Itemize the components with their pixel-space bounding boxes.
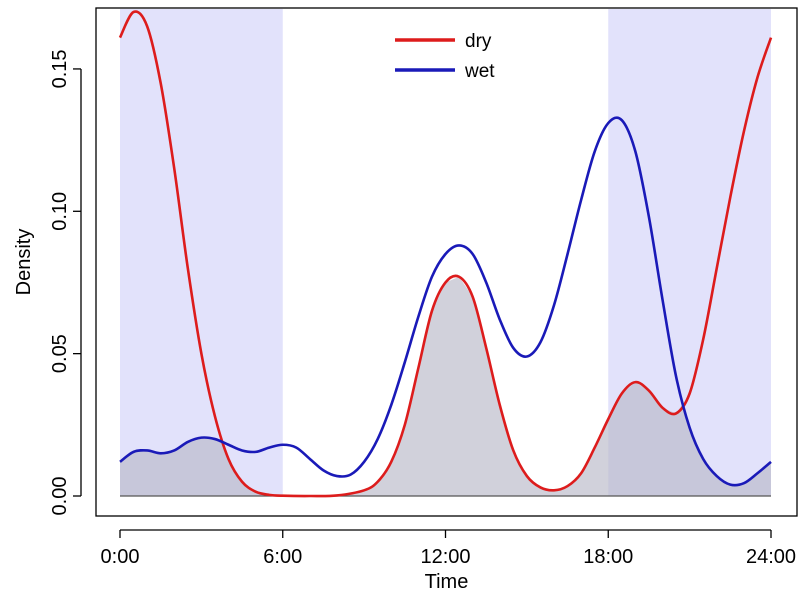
overlap-area: [120, 276, 771, 496]
y-tick-label: 0.10: [49, 192, 71, 231]
y-axis: 0.00 0.05 0.10 0.15: [49, 49, 82, 516]
shaded-regions: [120, 9, 771, 496]
x-tick-label: 6:00: [263, 546, 302, 568]
x-tick-label: 0:00: [101, 546, 140, 568]
y-tick-label: 0.05: [49, 334, 71, 373]
y-axis-label: Density: [13, 229, 35, 296]
x-tick-label: 12:00: [420, 546, 470, 568]
x-axis: 0:00 6:00 12:00 18:00 24:00: [101, 529, 796, 568]
x-tick-label: 18:00: [583, 546, 633, 568]
legend-label-dry: dry: [465, 31, 492, 52]
legend-label-wet: wet: [464, 61, 495, 82]
x-axis-label: Time: [425, 571, 469, 593]
x-tick-label: 24:00: [746, 546, 796, 568]
plot-frame: [95, 7, 798, 517]
series-line-wet: [119, 116, 772, 487]
y-tick-label: 0.00: [49, 477, 71, 516]
y-tick-label: 0.15: [49, 49, 71, 88]
series-lines: [118, 10, 773, 498]
legend: dry wet: [395, 31, 495, 82]
shaded-region-1: [120, 9, 283, 496]
series-line-dry: [118, 10, 773, 498]
density-fills: [120, 276, 771, 496]
